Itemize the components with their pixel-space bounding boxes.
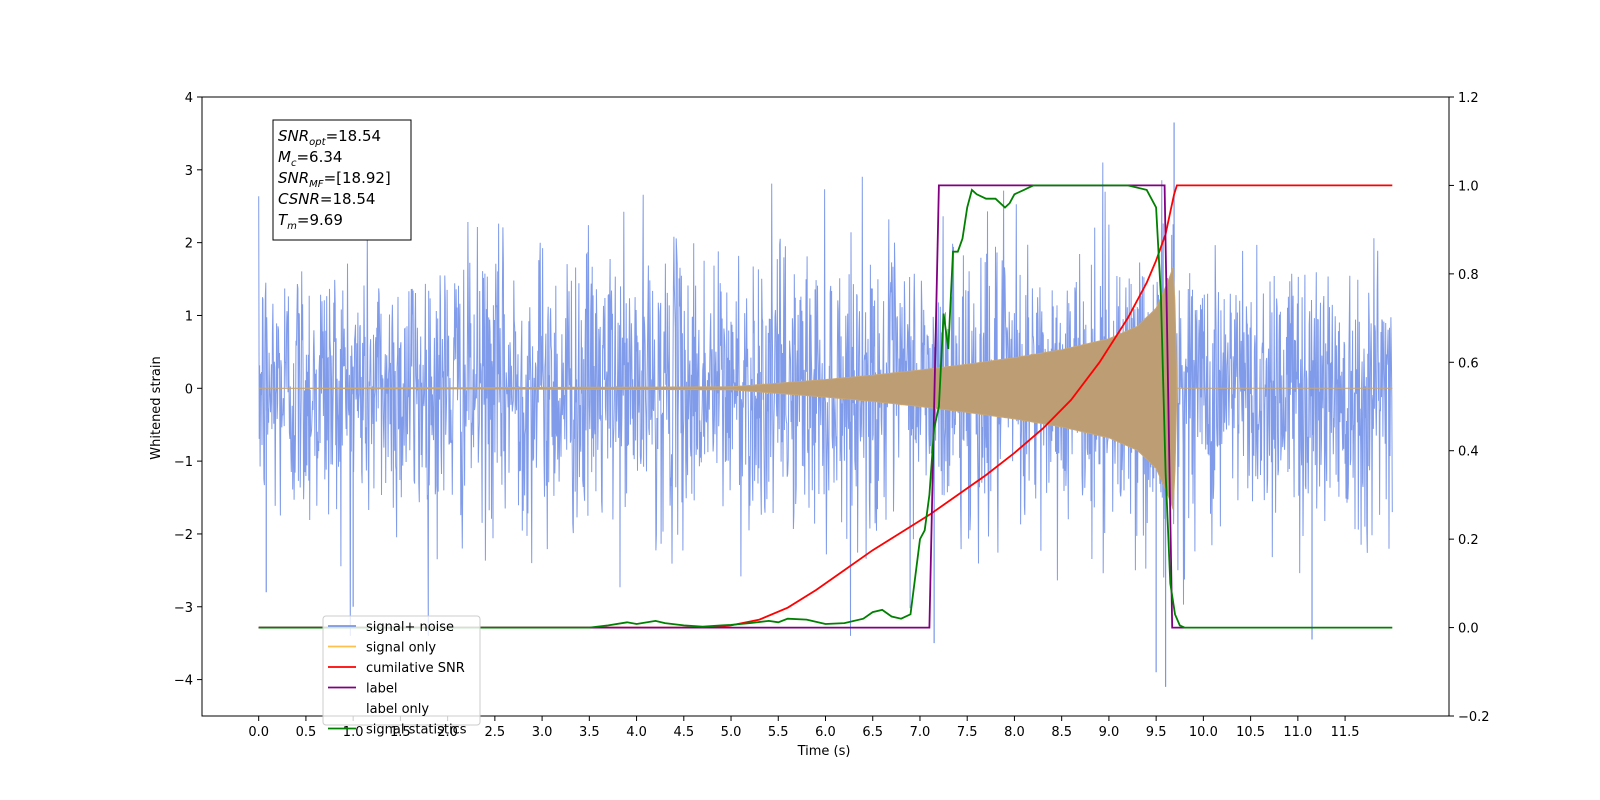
legend-label: signal statistics: [366, 723, 467, 738]
series-signal-statistics-line: [258, 184, 1393, 629]
x-tick-label: 7.5: [957, 725, 978, 740]
x-tick-label: 0.0: [248, 725, 269, 740]
legend-frame: [322, 615, 481, 726]
x-tick-label: 10.0: [1189, 725, 1218, 740]
annotation-line: Mc=6.34: [278, 148, 342, 169]
x-axis-label: Time (s): [797, 744, 851, 759]
legend-label: label only: [366, 702, 429, 717]
legend-label: cumilative SNR: [366, 661, 465, 676]
y-tick-label-right: 0.6: [1458, 356, 1479, 371]
legend-label: signal only: [366, 641, 436, 656]
x-tick-label: 0.5: [296, 725, 317, 740]
x-tick-label: 2.5: [485, 725, 506, 740]
legend-label: signal+ noise: [366, 620, 454, 635]
x-tick-label: 6.0: [815, 725, 836, 740]
x-tick-label: 8.0: [1004, 725, 1025, 740]
x-tick-label: 4.0: [626, 725, 647, 740]
annotation-line: SNRMF=[18.92]: [278, 169, 391, 190]
annotation-line: SNRopt=18.54: [278, 127, 381, 148]
y-tick-label-left: −3: [174, 601, 193, 616]
legend-item-cumulative-snr: cumilative SNR: [328, 661, 465, 676]
y-tick-label-right: 0.2: [1458, 533, 1479, 548]
legend-item-signal-noise: signal+ noise: [328, 620, 454, 635]
legend-item-signal-statistics: signal statistics: [328, 723, 467, 738]
annotation-box: SNRopt=18.54Mc=6.34SNRMF=[18.92]CSNR=18.…: [272, 119, 412, 241]
annotation-frame: [272, 119, 412, 241]
legend-item-label-only: label only: [366, 702, 429, 717]
x-tick-label: 2.0: [437, 725, 458, 740]
y-tick-label-right: 1.0: [1458, 179, 1479, 194]
y-tick-label-left: −1: [174, 455, 193, 470]
x-tick-label: 7.0: [910, 725, 931, 740]
y-tick-label-left: −2: [174, 528, 193, 543]
series-signal-only-fill: [258, 266, 1393, 510]
x-tick-label: 1.0: [343, 725, 364, 740]
series-signal-noise-line: [258, 162, 1393, 636]
x-tick-label: 10.5: [1236, 725, 1265, 740]
x-tick-label: 8.5: [1051, 725, 1072, 740]
series-label-line: [258, 184, 1185, 629]
legend-label: label: [366, 682, 397, 697]
y-tick-label-left: 1: [185, 309, 193, 324]
legend-item-signal-only: signal only: [328, 641, 436, 656]
x-tick-label: 11.0: [1283, 725, 1312, 740]
x-tick-label: 9.5: [1146, 725, 1167, 740]
y-tick-label-right: 0.8: [1458, 268, 1479, 283]
x-tick-label: 6.5: [862, 725, 883, 740]
x-tick-label: 3.5: [579, 725, 600, 740]
legend-item-label: label: [328, 682, 397, 697]
plot-area: [258, 122, 1393, 687]
annotation-line: Tm=9.69: [278, 211, 343, 232]
x-tick-label: 9.0: [1099, 725, 1120, 740]
y-tick-label-right: 0.0: [1458, 622, 1479, 637]
y-tick-label-right: −0.2: [1458, 710, 1490, 725]
x-tick-label: 1.5: [390, 725, 411, 740]
y-tick-label-left: −4: [174, 674, 193, 689]
y-tick-label-right: 1.2: [1458, 91, 1479, 106]
x-tick-label: 5.0: [721, 725, 742, 740]
x-tick-label: 4.5: [673, 725, 694, 740]
x-tick-label: 3.0: [532, 725, 553, 740]
annotation-line: CSNR=18.54: [278, 190, 375, 208]
y-tick-label-left: 4: [185, 91, 193, 106]
x-tick-label: 11.5: [1331, 725, 1360, 740]
legend: signal+ noise signal only cumilative SNR la…: [322, 615, 481, 738]
y-tick-label-right: 0.4: [1458, 445, 1479, 460]
axes: 0.0 0.5 1.0 1.5 2.0 2.5 3.0 3.5 4.0 4.5 5.0 5.5 6.0 6…: [174, 91, 1490, 740]
y-tick-label-left: 2: [185, 237, 193, 252]
x-tick-label: 5.5: [768, 725, 789, 740]
y-tick-label-left: 3: [185, 164, 193, 179]
y-axis-label-left: Whitened strain: [149, 356, 164, 459]
y-tick-label-left: 0: [185, 382, 193, 397]
